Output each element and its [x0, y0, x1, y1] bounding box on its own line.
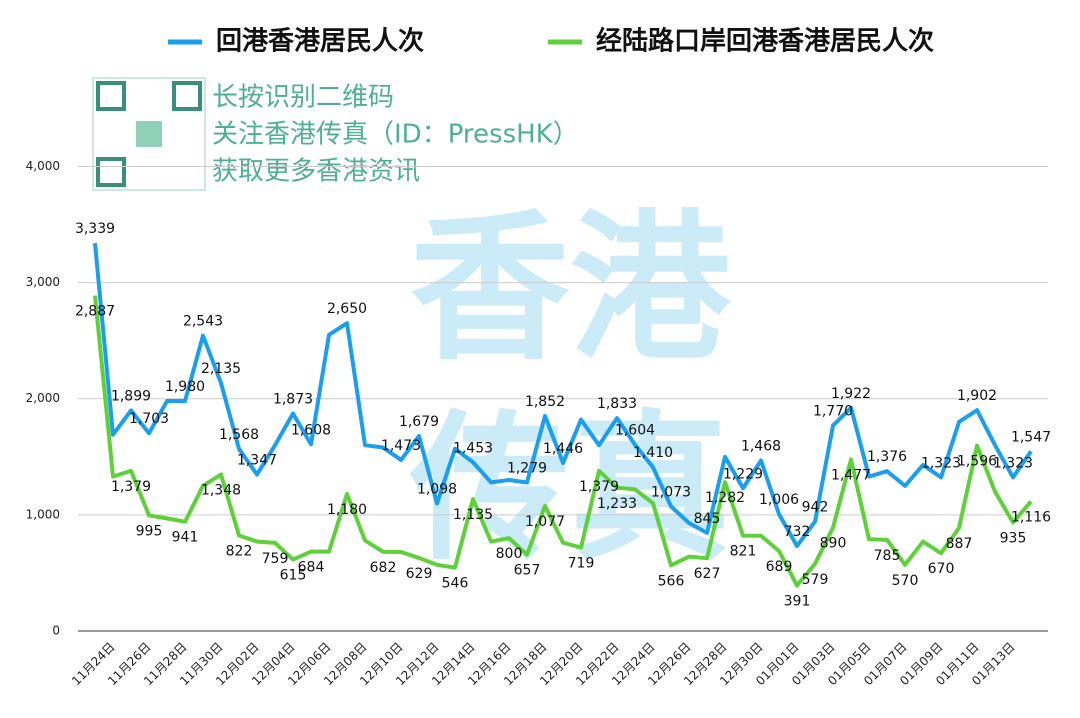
data-label: 1,233: [597, 496, 637, 512]
data-label: 785: [874, 548, 901, 564]
data-label: 689: [766, 559, 793, 575]
legend-label: 回港香港居民人次: [216, 27, 424, 57]
data-label: 941: [172, 530, 199, 546]
data-label: 1,703: [129, 411, 169, 427]
annotation: 关注香港传真（ID：PressHK）: [212, 120, 579, 150]
data-label: 1,379: [111, 479, 151, 495]
data-label: 2,887: [75, 304, 115, 320]
data-label: 579: [802, 572, 829, 588]
data-label: 1,229: [723, 466, 763, 482]
data-label: 1,833: [597, 396, 637, 412]
data-label: 732: [784, 524, 811, 540]
data-label: 629: [406, 566, 433, 582]
data-label: 845: [694, 511, 721, 527]
data-label: 1,180: [327, 502, 367, 518]
data-label: 822: [226, 544, 253, 560]
watermark: 香港 传真: [409, 195, 732, 582]
qr-finder: [96, 81, 126, 111]
data-label: 657: [514, 563, 541, 579]
data-label: 890: [820, 536, 847, 552]
y-tick-label: 4,000: [26, 159, 60, 173]
watermark-text: 传真: [409, 395, 730, 582]
data-label: 1,902: [957, 388, 997, 404]
data-label: 1,323: [993, 455, 1033, 471]
data-label: 1,006: [759, 492, 799, 508]
data-label: 1,604: [615, 423, 655, 439]
data-label: 1,116: [1011, 509, 1051, 525]
data-label: 1,873: [273, 391, 313, 407]
data-label: 1,279: [507, 460, 547, 476]
legend-label: 经陆路口岸回港香港居民人次: [596, 26, 934, 57]
data-label: 2,650: [327, 301, 367, 317]
data-label: 821: [730, 544, 757, 560]
annotation: 获取更多香港资讯: [212, 157, 420, 187]
data-label: 1,098: [417, 481, 457, 497]
data-label: 759: [262, 551, 289, 567]
data-label: 2,135: [201, 361, 241, 377]
data-label: 1,596: [957, 454, 997, 470]
data-label: 719: [568, 555, 595, 571]
qr-finder: [96, 157, 126, 187]
data-label: 670: [928, 561, 955, 577]
data-label: 1,473: [381, 438, 421, 454]
series-line: [93, 243, 1033, 548]
qr-finder: [172, 81, 202, 111]
data-label: 1,347: [237, 453, 277, 469]
data-label: 1,135: [453, 507, 493, 523]
data-label: 1,852: [525, 394, 565, 410]
data-label: 935: [1000, 530, 1027, 546]
watermark-text: 香港: [410, 195, 732, 382]
data-label: 1,379: [579, 479, 619, 495]
data-label: 1,323: [921, 455, 961, 471]
y-tick-label: 0: [52, 624, 60, 638]
qr-code: [92, 77, 206, 191]
data-label: 391: [784, 594, 811, 610]
y-tick-label: 2,000: [26, 391, 60, 405]
series-line: [93, 295, 1033, 588]
data-label: 1,077: [525, 514, 565, 530]
data-label: 1,679: [399, 414, 439, 430]
data-label: 887: [946, 536, 973, 552]
annotation: 长按识别二维码: [212, 83, 394, 113]
data-label: 1,547: [1011, 429, 1051, 445]
data-label: 682: [370, 560, 397, 576]
data-label: 1,922: [831, 386, 871, 402]
data-label: 1,410: [633, 445, 673, 461]
data-label: 3,339: [75, 221, 115, 237]
data-label: 546: [442, 576, 469, 592]
y-tick-label: 1,000: [26, 507, 60, 521]
data-label: 566: [658, 573, 685, 589]
data-label: 942: [802, 500, 829, 516]
data-label: 615: [280, 568, 307, 584]
data-label: 1,477: [831, 467, 871, 483]
data-label: 1,468: [741, 439, 781, 455]
data-label: 2,543: [183, 314, 223, 330]
data-label: 1,770: [813, 403, 853, 419]
data-label: 1,282: [705, 490, 745, 506]
data-label: 800: [496, 546, 523, 562]
data-label: 995: [136, 523, 163, 539]
qr-logo: [136, 121, 162, 147]
data-label: 1,980: [165, 379, 205, 395]
data-label: 1,073: [651, 484, 691, 500]
data-label: 684: [298, 560, 325, 576]
data-label: 570: [892, 573, 919, 589]
data-label: 1,348: [201, 482, 241, 498]
data-label: 1,568: [219, 427, 259, 443]
data-label: 1,899: [111, 388, 151, 404]
data-label: 1,608: [291, 422, 331, 438]
data-label: 1,446: [543, 441, 583, 457]
data-label: 1,453: [453, 440, 493, 456]
data-label: 1,376: [867, 449, 907, 465]
data-label: 627: [694, 566, 721, 582]
y-tick-label: 3,000: [26, 275, 60, 289]
